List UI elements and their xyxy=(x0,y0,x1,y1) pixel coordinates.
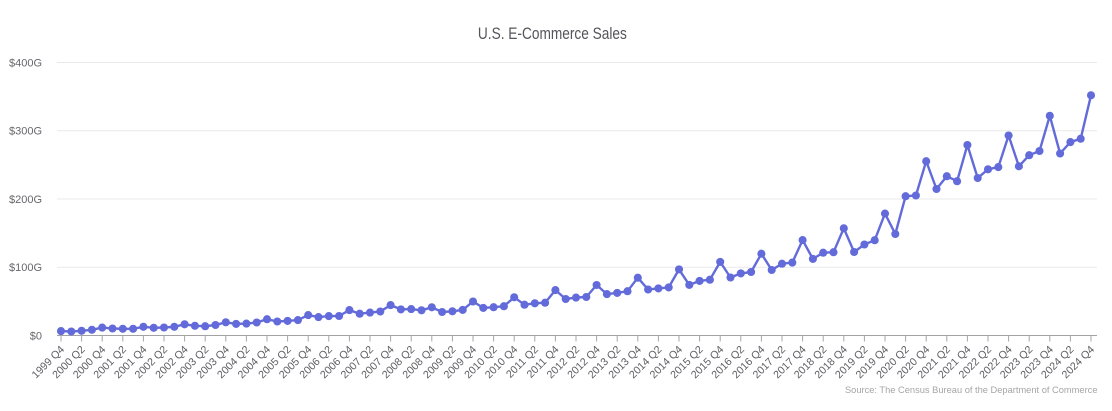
svg-text:$400G: $400G xyxy=(9,57,42,69)
svg-text:Source: The Census Bureau of t: Source: The Census Bureau of the Departm… xyxy=(845,385,1098,395)
svg-text:$100G: $100G xyxy=(9,262,42,274)
svg-text:$0: $0 xyxy=(30,330,42,342)
svg-text:$300G: $300G xyxy=(9,126,42,138)
svg-text:U.S. E-Commerce Sales: U.S. E-Commerce Sales xyxy=(478,24,627,43)
svg-text:$200G: $200G xyxy=(9,194,42,206)
